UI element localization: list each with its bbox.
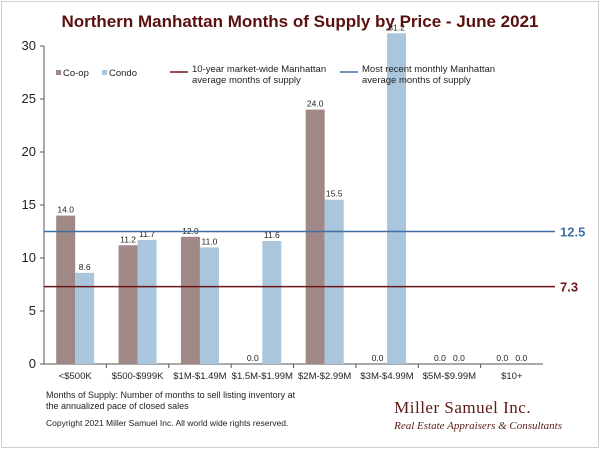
bar-condo xyxy=(75,272,95,364)
legend-label: Condo xyxy=(109,68,137,79)
y-tick-label: 25 xyxy=(22,91,36,106)
bar-condo xyxy=(262,241,282,364)
legend: Co-op Condo 10-year market-wide Manhattana… xyxy=(56,64,495,86)
data-label: 14.0 xyxy=(57,205,74,215)
reference-line-label: 12.5 xyxy=(560,225,585,240)
data-label: 0.0 xyxy=(496,353,508,363)
reference-line-label: 7.3 xyxy=(560,280,578,295)
legend-label: average months of supply xyxy=(362,75,471,86)
axes: 0 5 10 15 20 25 30 <$500K $500-$999K $1M-$1.49M $1… xyxy=(22,38,543,382)
y-tick-label: 20 xyxy=(22,144,36,159)
footnote: Months of Supply: Number of months to se… xyxy=(46,390,296,411)
reference-lines: 7.3 12.5 xyxy=(44,225,585,295)
x-tick-label: $500-$999K xyxy=(112,371,164,382)
data-label: 8.6 xyxy=(79,262,91,272)
copyright: Copyright 2021 Miller Samuel Inc. All wo… xyxy=(46,418,289,428)
y-tick-label: 5 xyxy=(29,303,36,318)
legend-label: Most recent monthly Manhattan xyxy=(362,64,495,75)
bar-condo xyxy=(137,239,157,364)
x-tick-label: <$500K xyxy=(59,371,93,382)
data-label: 11.6 xyxy=(264,230,280,240)
data-label: 0.0 xyxy=(453,353,465,363)
bar-co-op xyxy=(305,109,325,364)
chart-title: Northern Manhattan Months of Supply by P… xyxy=(61,12,539,31)
bar-co-op xyxy=(118,245,138,364)
y-tick-label: 30 xyxy=(22,38,36,53)
x-tick-label: $10+ xyxy=(501,371,523,382)
bars: 14.08.611.211.712.011.00.011.624.015.50.… xyxy=(56,22,527,364)
data-label: 31.2 xyxy=(388,22,405,32)
bar-condo xyxy=(387,33,407,364)
data-label: 0.0 xyxy=(434,353,446,363)
y-tick-label: 15 xyxy=(22,197,36,212)
x-tick-label: $3M-$4.99M xyxy=(360,371,413,382)
data-label: 11.7 xyxy=(139,229,155,239)
legend-swatch xyxy=(56,70,61,75)
brand-logo: Miller Samuel Inc. Real Estate Appraiser… xyxy=(394,398,562,432)
legend-label: Co-op xyxy=(63,68,89,79)
x-tick-label: $5M-$9.99M xyxy=(423,371,476,382)
legend-label: 10-year market-wide Manhattan xyxy=(192,64,326,75)
x-tick-label: $1.5M-$1.99M xyxy=(232,371,293,382)
bar-co-op xyxy=(180,236,200,364)
bar-condo xyxy=(199,247,219,364)
data-label: 11.0 xyxy=(201,236,217,246)
data-label: 24.0 xyxy=(307,99,324,109)
x-tick-label: $1M-$1.49M xyxy=(173,371,226,382)
y-tick-label: 10 xyxy=(22,250,36,265)
data-label: 0.0 xyxy=(515,353,527,363)
legend-swatch xyxy=(102,70,107,75)
bar-condo xyxy=(324,199,344,364)
x-tick-label: $2M-$2.99M xyxy=(298,371,351,382)
bar-co-op xyxy=(56,215,76,364)
data-label: 0.0 xyxy=(247,353,259,363)
data-label: 0.0 xyxy=(372,353,384,363)
legend-label: average months of supply xyxy=(192,75,301,86)
brand-tagline: Real Estate Appraisers & Consultants xyxy=(394,420,562,432)
brand-name: Miller Samuel Inc. xyxy=(394,398,532,417)
y-tick-label: 0 xyxy=(29,356,36,371)
data-label: 15.5 xyxy=(326,189,343,199)
data-label: 11.2 xyxy=(120,234,136,244)
